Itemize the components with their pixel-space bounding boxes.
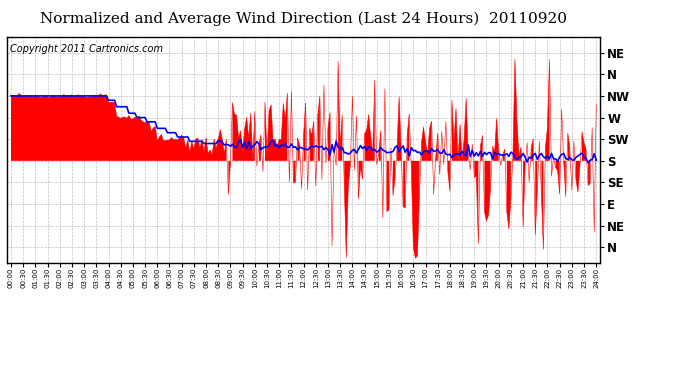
Text: Normalized and Average Wind Direction (Last 24 Hours)  20110920: Normalized and Average Wind Direction (L… bbox=[40, 11, 567, 26]
Text: Copyright 2011 Cartronics.com: Copyright 2011 Cartronics.com bbox=[10, 44, 163, 54]
